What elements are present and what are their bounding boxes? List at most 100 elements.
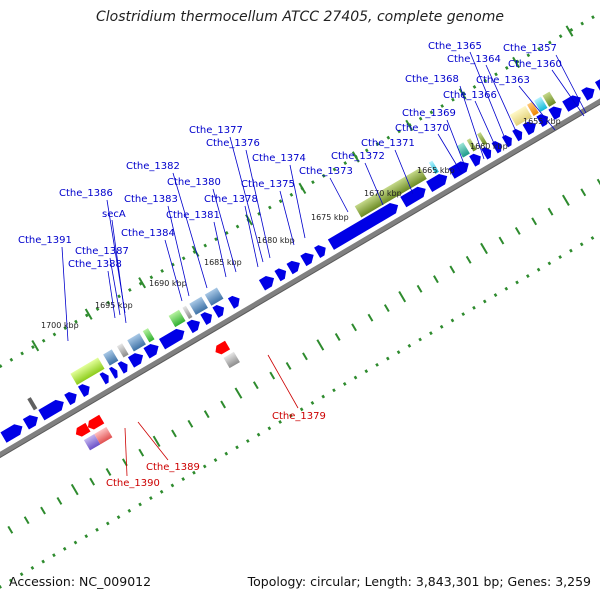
- scale-tick: [302, 352, 308, 361]
- leader-line: [364, 162, 384, 206]
- gene-label-cthe-1375: Cthe_1375: [241, 179, 295, 190]
- gene-label-cthe-1364: Cthe_1364: [447, 54, 501, 65]
- gene-label-cthe-1389: Cthe_1389: [146, 462, 200, 473]
- leader-line: [109, 257, 121, 316]
- forward-cds-arrow: [548, 106, 562, 120]
- leader-line: [164, 239, 183, 302]
- annotation-feature: [189, 296, 208, 315]
- scale-tick: [171, 429, 177, 438]
- kbp-label: 1665 kbp: [417, 166, 455, 175]
- kbp-label: 1695 kbp: [95, 301, 133, 310]
- annotation-feature: [428, 160, 439, 174]
- annotation-feature: [223, 351, 240, 369]
- forward-cds-arrow: [117, 361, 128, 374]
- leader-line: [555, 54, 587, 114]
- backbone: [0, 60, 600, 492]
- inner-dotted-ring: [0, 159, 600, 589]
- forward-cds-arrow: [22, 415, 38, 430]
- gene-label-cthe-1371: Cthe_1371: [361, 138, 415, 149]
- gene-label-cthe-1387: Cthe_1387: [75, 246, 129, 257]
- scale-tick: [138, 448, 145, 457]
- gene-label-cthe-1381: Cthe_1381: [166, 210, 220, 221]
- annotation-feature: [70, 357, 105, 385]
- leader-line: [172, 172, 208, 289]
- genome-summary-text: Topology: circular; Length: 3,843,301 bp…: [247, 574, 591, 589]
- leader-line: [474, 100, 498, 151]
- forward-cds-arrow: [64, 392, 77, 406]
- forward-cds-arrow: [314, 245, 326, 258]
- leader-line: [279, 190, 295, 246]
- gene-label-cthe-1382: Cthe_1382: [126, 161, 180, 172]
- forward-cds-arrow: [327, 202, 399, 250]
- forward-cds-arrow: [512, 128, 523, 142]
- kbp-tick: [405, 119, 414, 132]
- reverse-cds-arrow: [215, 340, 231, 355]
- gene-label-cthe-1365: Cthe_1365: [428, 41, 482, 52]
- annotation-feature: [354, 167, 427, 218]
- forward-cds-arrow: [581, 87, 595, 101]
- kbp-label: 1675 kbp: [311, 213, 349, 222]
- leader-line: [213, 221, 227, 278]
- scale-tick: [480, 242, 488, 255]
- scale-tick: [580, 188, 587, 197]
- gene-label-cthe-1366: Cthe_1366: [443, 90, 497, 101]
- leader-line: [446, 119, 467, 170]
- forward-cds-arrow: [212, 304, 225, 318]
- forward-cds-arrow: [38, 399, 64, 421]
- leader-line: [485, 64, 520, 139]
- scale-tick: [498, 236, 505, 245]
- scale-tick: [316, 339, 325, 351]
- leader-line: [459, 85, 485, 160]
- forward-cds-arrow: [300, 252, 314, 267]
- annotation-feature: [527, 101, 539, 116]
- gene-label-cthe-1369: Cthe_1369: [402, 108, 456, 119]
- scale-tick: [561, 194, 570, 206]
- forward-cds-arrow: [200, 312, 213, 325]
- scale-tick: [220, 400, 227, 409]
- accession-text: Accession: NC_009012: [9, 574, 152, 589]
- leader-line: [394, 149, 414, 195]
- annotation-feature: [533, 96, 548, 112]
- scale-tick: [40, 506, 46, 515]
- kbp-label: 1660 kbp: [470, 142, 508, 151]
- kbp-tick: [351, 151, 360, 163]
- forward-cds-arrow: [127, 353, 144, 368]
- scale-tick: [89, 477, 96, 486]
- kbp-tick: [565, 25, 574, 37]
- annotation-feature: [477, 132, 488, 146]
- gene-label-cthe-1368: Cthe_1368: [405, 74, 459, 85]
- leader-line: [551, 69, 585, 117]
- gene-label-cthe-1357: Cthe_1357: [503, 43, 557, 54]
- annotation-feature: [456, 142, 470, 158]
- leader-line: [61, 246, 69, 342]
- forward-cds-arrow: [594, 79, 600, 93]
- annotation-feature: [116, 343, 129, 358]
- kbp-label: 1700 kbp: [41, 321, 79, 330]
- scale-tick: [514, 226, 521, 235]
- annotation-feature: [182, 305, 193, 319]
- gene-label-seca: secA: [102, 209, 126, 220]
- scale-tick: [433, 275, 439, 284]
- forward-cds-arrow: [143, 344, 159, 359]
- gene-label-cthe-1384: Cthe_1384: [121, 228, 175, 239]
- leader-line: [111, 219, 127, 324]
- forward-cds-arrow: [481, 147, 492, 160]
- outer-dotted-ring: [0, 0, 600, 426]
- gene-label-cthe-1372: Cthe_1372: [331, 151, 385, 162]
- gene-label-cthe-1391: Cthe_1391: [18, 235, 72, 246]
- scale-tick: [449, 265, 456, 274]
- reverse-cds-arrow: [75, 422, 91, 437]
- forward-cds-arrow: [448, 161, 469, 179]
- scale-tick: [398, 291, 407, 303]
- annotation-feature: [27, 397, 38, 411]
- scale-tick: [23, 516, 30, 525]
- scale-tick: [531, 217, 538, 226]
- leader-line: [437, 133, 463, 175]
- forward-cds-arrow: [99, 372, 109, 385]
- gene-label-cthe-1360: Cthe_1360: [508, 59, 562, 70]
- leader-line: [212, 188, 237, 273]
- gene-label-cthe-1386: Cthe_1386: [59, 188, 113, 199]
- forward-cds-arrow: [426, 174, 448, 192]
- leader-line: [167, 205, 190, 297]
